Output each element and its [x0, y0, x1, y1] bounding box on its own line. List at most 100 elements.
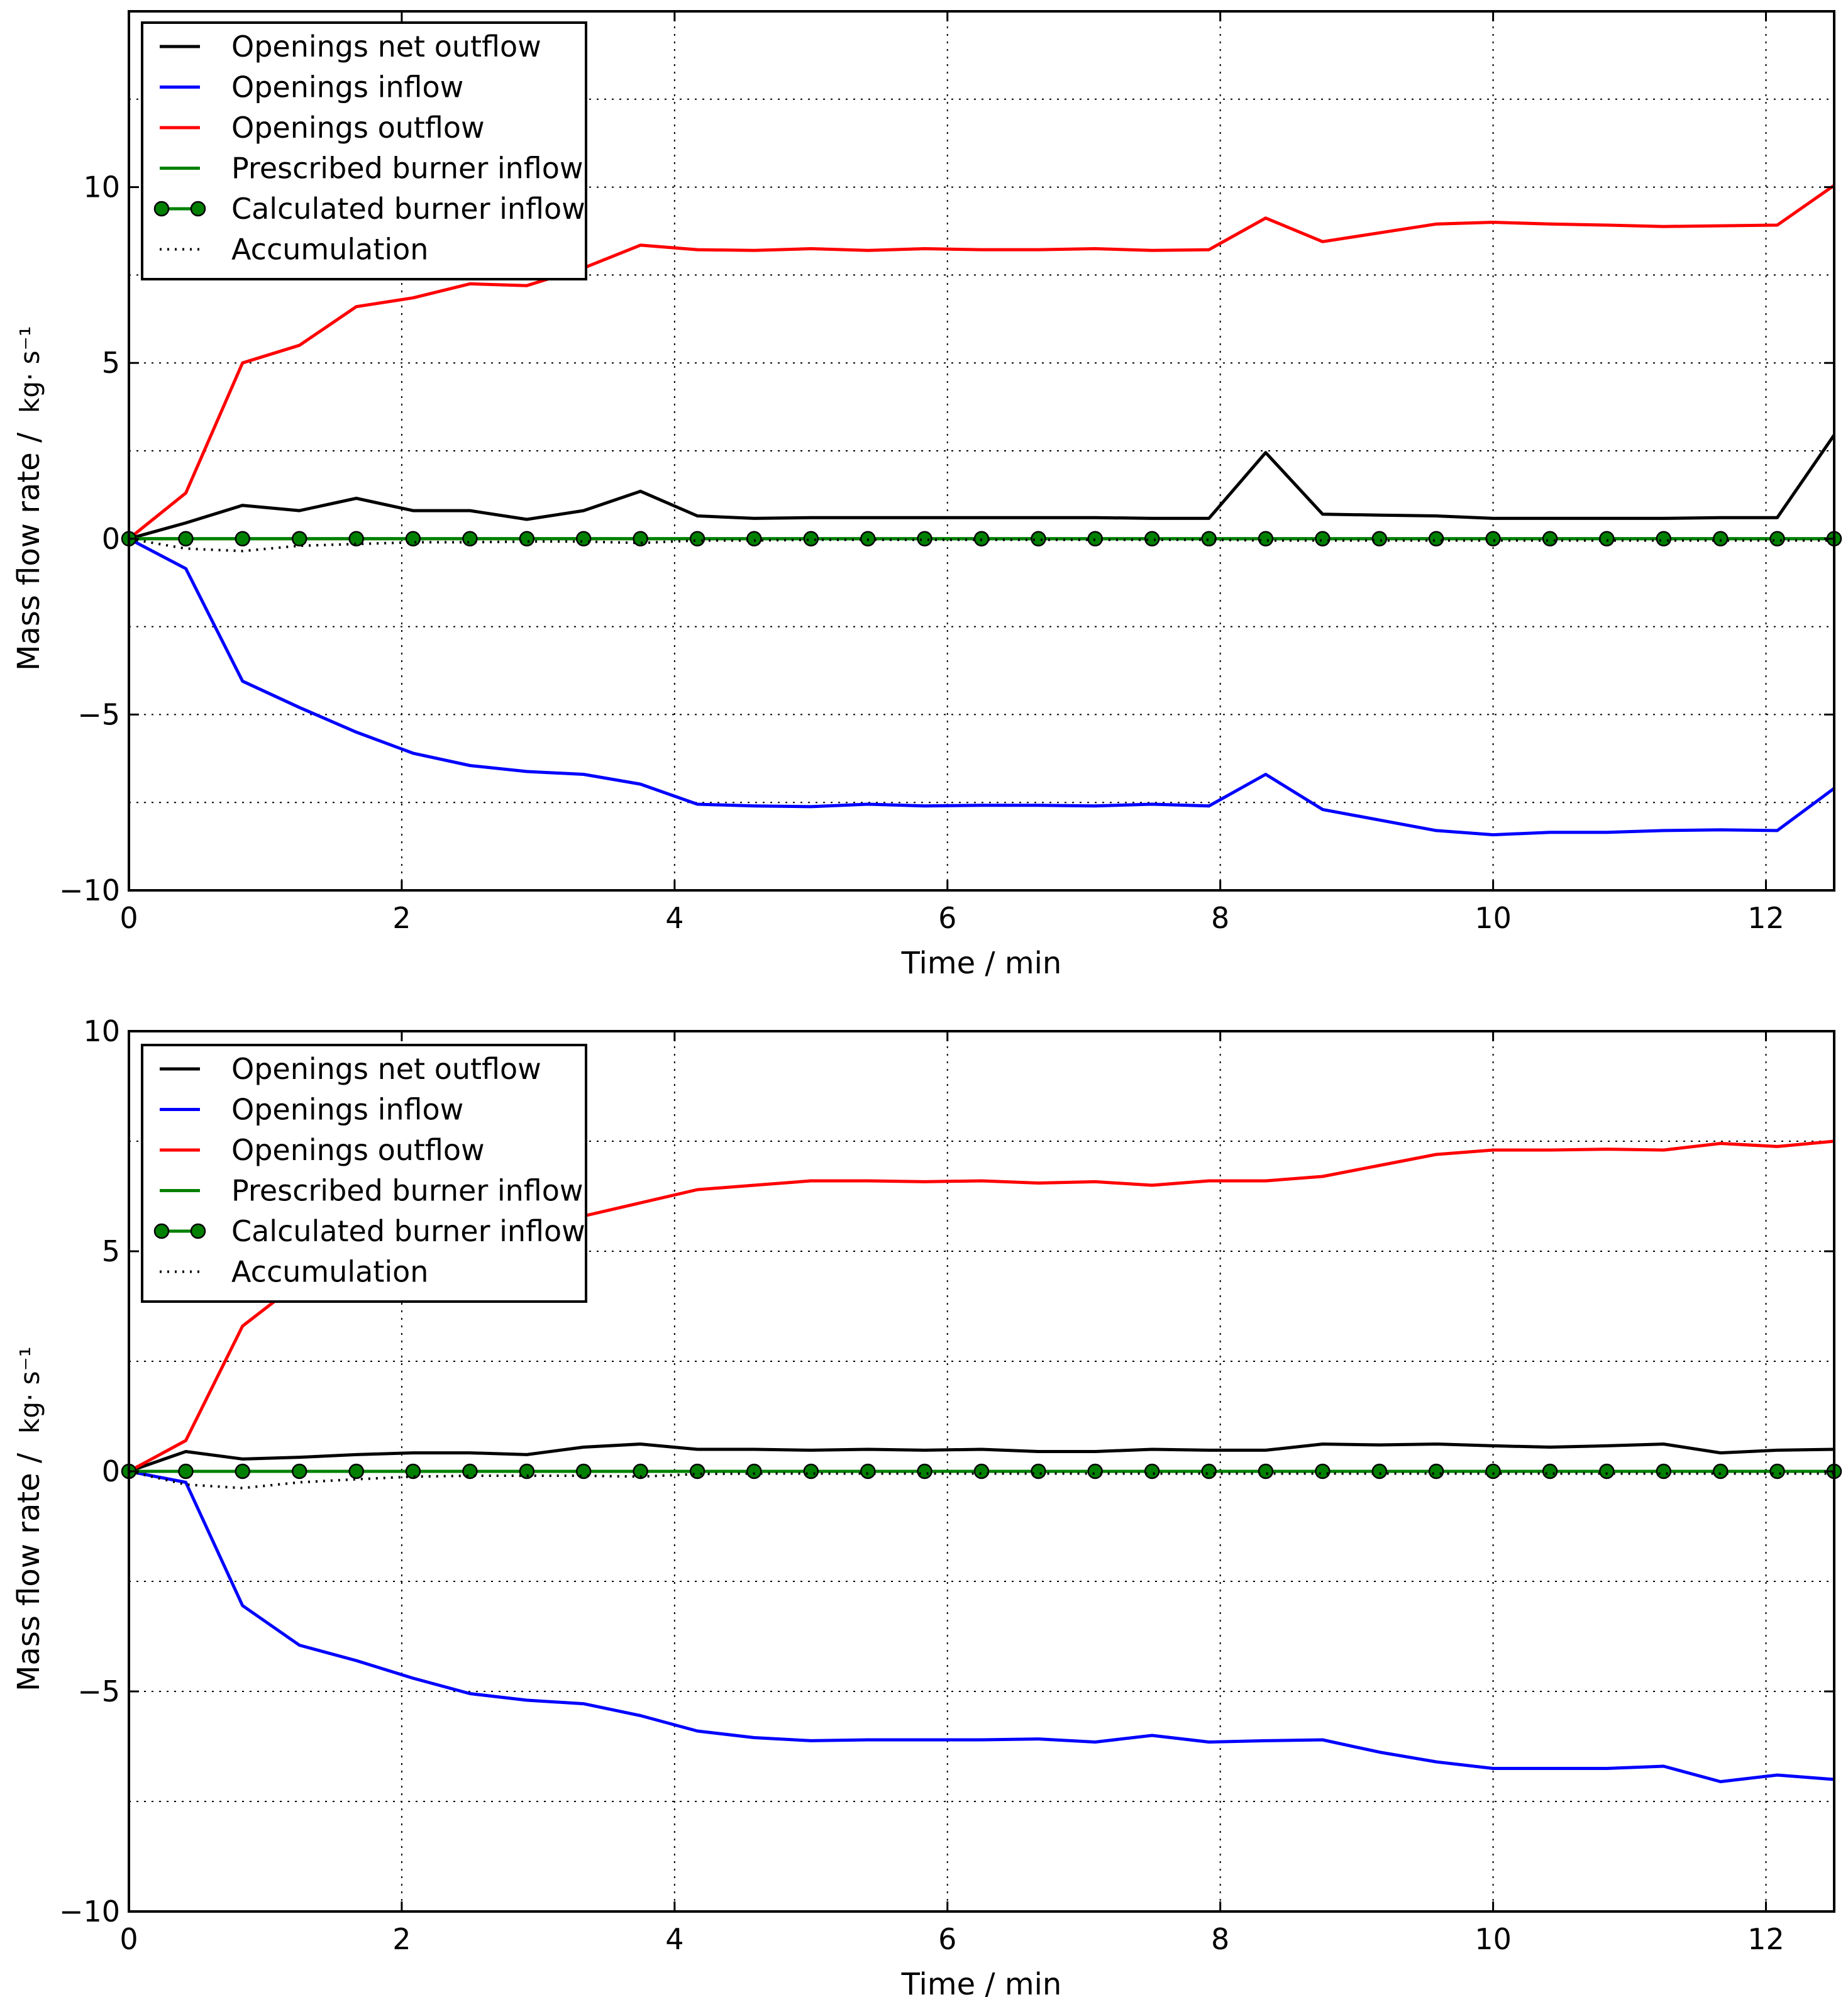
y-tick-label: 10	[83, 1014, 120, 1048]
data-point	[1599, 1463, 1615, 1480]
legend-marker	[153, 1223, 170, 1239]
data-point	[575, 531, 592, 547]
legend-entry: Openings inflow	[160, 70, 463, 104]
data-point	[1713, 531, 1729, 547]
data-point	[348, 1463, 364, 1480]
series-line-openings-inflow	[128, 537, 1835, 837]
data-point	[462, 531, 478, 547]
legend-entry: Openings net outflow	[160, 30, 541, 64]
x-tick-label: 12	[1747, 901, 1784, 935]
x-tick-label: 10	[1475, 1922, 1512, 1956]
legend-label: Openings inflow	[231, 1093, 463, 1127]
data-point	[291, 531, 307, 547]
x-tick-label: 0	[119, 901, 138, 935]
data-point	[917, 1463, 932, 1480]
legend-marker	[153, 201, 170, 217]
data-point	[235, 1463, 250, 1480]
series-line-accumulation	[128, 537, 1834, 553]
y-tick-label: 5	[102, 1234, 120, 1268]
legend-entry: Accumulation	[160, 1255, 428, 1289]
legend-entry: Prescribed burner inflow	[160, 152, 584, 185]
legend-label: Openings outflow	[231, 1133, 485, 1167]
legend-label: Prescribed burner inflow	[231, 152, 584, 185]
x-tick-label: 12	[1747, 1922, 1784, 1956]
data-point	[1371, 531, 1388, 547]
y-tick-label: 0	[102, 1454, 120, 1488]
data-point	[1542, 531, 1558, 547]
data-point	[1371, 1463, 1388, 1480]
legend-entry: Prescribed burner inflow	[160, 1174, 584, 1208]
data-point	[1428, 531, 1444, 547]
data-point	[633, 1463, 648, 1480]
x-tick-label: 8	[1211, 1922, 1229, 1956]
legend-label: Calculated burner inflow	[231, 192, 585, 226]
data-point	[803, 531, 819, 547]
x-tick-label: 4	[665, 1922, 683, 1956]
legend-entry: Openings outflow	[160, 111, 485, 145]
y-tick-label: 10	[83, 170, 120, 204]
y-axis-label: Mass flow rate / kg· s⁻¹	[11, 1346, 47, 1691]
y-axis-label-text: Mass flow rate /	[11, 432, 47, 671]
plot-frame	[128, 10, 1835, 892]
data-point	[746, 531, 762, 547]
x-tick-label: 6	[938, 1922, 956, 1956]
y-tick-label: −10	[59, 873, 120, 907]
data-point	[235, 531, 250, 547]
data-point	[291, 1463, 307, 1480]
legend-entry: Accumulation	[160, 233, 428, 267]
data-point	[1769, 531, 1785, 547]
legend-label: Accumulation	[231, 233, 428, 267]
data-point	[746, 1463, 762, 1480]
series-line-openings-net-outflow	[128, 1442, 1835, 1473]
legend-label: Openings net outflow	[231, 1052, 541, 1086]
legend-label: Calculated burner inflow	[231, 1214, 585, 1248]
series-line-openings-inflow	[128, 1469, 1835, 1783]
legend-entry: Calculated burner inflow	[153, 192, 585, 226]
legend-entry: Calculated burner inflow	[153, 1214, 585, 1248]
data-point	[860, 1463, 876, 1480]
series-group	[121, 184, 1842, 837]
series-line-openings-outflow	[128, 184, 1835, 540]
y-tick-label: −10	[59, 1895, 120, 1928]
data-point	[1713, 1463, 1729, 1480]
data-point	[633, 531, 648, 547]
legend-marker	[190, 201, 206, 217]
chart-panel-2: 0 2 4 6 8 10 12 −10 −5 0 5 10 Time / min Mass flow ra…	[11, 1014, 1842, 1997]
y-tick-label: 5	[102, 346, 120, 380]
chart-panel-1: 0 2 4 6 8 10 12 −10 −5 0 5 10 Time / min Mass flow ra…	[11, 10, 1842, 981]
series-group	[121, 1139, 1842, 1783]
x-axis-label: Time / min	[901, 1967, 1062, 1997]
legend-label: Prescribed burner inflow	[231, 1174, 584, 1208]
x-tick-label: 6	[938, 901, 956, 935]
legend-label: Openings inflow	[231, 70, 463, 104]
data-point	[1031, 1463, 1046, 1480]
data-point	[1769, 1463, 1785, 1480]
data-point	[1087, 1463, 1103, 1480]
data-point	[178, 531, 194, 547]
legend-label: Accumulation	[231, 1255, 428, 1289]
y-axis-unit: kg· s⁻¹	[14, 1346, 45, 1434]
legend-marker	[190, 1223, 206, 1239]
legend: Openings net outflow Openings inflow Openi…	[141, 21, 587, 280]
y-axis-unit: kg· s⁻¹	[14, 326, 45, 413]
x-tick-label: 0	[119, 1922, 138, 1956]
data-point	[689, 531, 705, 547]
data-point	[178, 1463, 194, 1480]
legend: Openings net outflow Openings inflow Openi…	[141, 1044, 587, 1303]
y-axis-label: Mass flow rate / kg· s⁻¹	[11, 326, 47, 671]
data-point	[917, 531, 932, 547]
data-point	[519, 1463, 535, 1480]
data-point	[1031, 531, 1046, 547]
x-tick-label: 10	[1475, 901, 1512, 935]
data-point	[1656, 1463, 1672, 1480]
data-point	[1485, 1463, 1501, 1480]
data-point	[1201, 1463, 1217, 1480]
x-axis-label: Time / min	[901, 946, 1062, 981]
data-point	[1201, 531, 1217, 547]
data-point	[1144, 1463, 1160, 1480]
legend-box	[141, 1044, 587, 1303]
x-tick-label: 2	[392, 901, 411, 935]
data-point	[405, 531, 421, 547]
legend-label: Openings outflow	[231, 111, 485, 145]
data-point	[1258, 531, 1274, 547]
